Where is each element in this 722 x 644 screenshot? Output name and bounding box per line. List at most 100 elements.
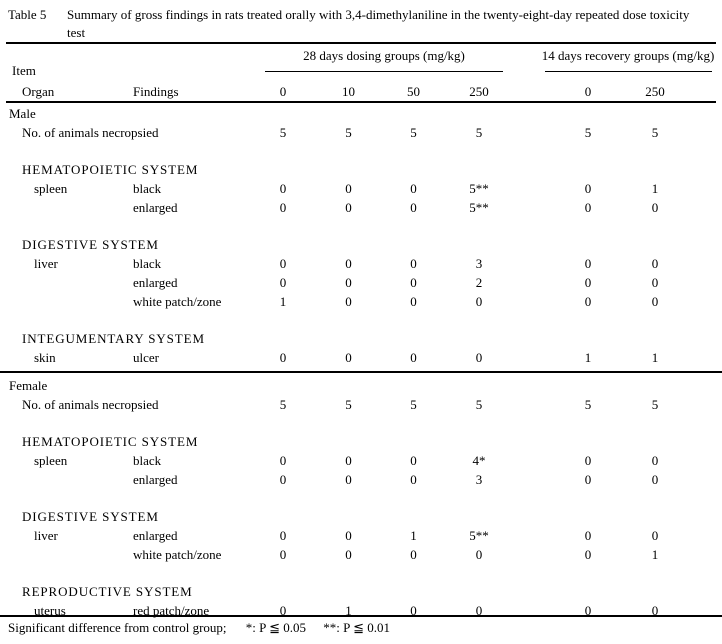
finding-name: enlarged: [133, 528, 178, 543]
sex-row: Female: [0, 376, 722, 395]
finding-name: black: [133, 453, 162, 468]
value-cell: 3: [475, 472, 483, 487]
organ-name: uterus: [34, 603, 66, 618]
organ-name: liver: [34, 256, 58, 271]
finding-row: uterus red patch/zone 0 1 0 0 0 0: [0, 601, 722, 620]
system-row: INTEGUMENTARY SYSTEM: [0, 329, 722, 348]
column-gap: [512, 470, 545, 489]
dose-header: 0: [279, 84, 287, 99]
value-cell: 0: [475, 547, 483, 562]
value-cell: 1: [345, 603, 352, 618]
column-gap: [512, 526, 545, 545]
system-name: HEMATOPOIETIC SYSTEM: [22, 434, 199, 449]
finding-row: liver black 0 0 0 3 0 0: [0, 254, 722, 273]
finding-row: spleen black 0 0 0 5** 0 1: [0, 179, 722, 198]
organ-name: skin: [34, 350, 56, 365]
value-cell: 5: [584, 397, 592, 412]
spacer-row: [0, 142, 722, 160]
value-cell: 0: [279, 603, 287, 618]
value-cell: 0: [584, 275, 592, 290]
spacer-row: [0, 414, 722, 432]
value-cell: 5: [410, 125, 417, 140]
dose-header: 250: [645, 84, 665, 99]
organ-column-header: Organ: [22, 84, 55, 99]
value-cell: 0: [345, 472, 352, 487]
system-row: DIGESTIVE SYSTEM: [0, 235, 722, 254]
top-rule: [6, 42, 716, 44]
finding-name: red patch/zone: [133, 603, 210, 618]
footnote-significance-p01: **: P ≦ 0.01: [323, 620, 391, 635]
value-cell: 0: [410, 200, 417, 215]
dosing-group-underline: [265, 71, 503, 72]
column-gap: [512, 82, 545, 101]
system-name: REPRODUCTIVE SYSTEM: [22, 584, 193, 599]
value-cell: 0: [345, 181, 352, 196]
finding-name: black: [133, 256, 162, 271]
value-cell: 0: [651, 200, 659, 215]
finding-row: enlarged 0 0 0 2 0 0: [0, 273, 722, 292]
value-cell: 0: [651, 294, 659, 309]
value-cell: 0: [651, 256, 659, 271]
value-cell: 0: [345, 528, 352, 543]
sex-row: Male: [0, 104, 722, 123]
organ-name: spleen: [34, 453, 68, 468]
finding-name: enlarged: [133, 472, 178, 487]
dosing-group-header: 28 days dosing groups (mg/kg): [303, 48, 465, 63]
value-cell: 0: [279, 547, 287, 562]
value-cell: 0: [279, 528, 287, 543]
value-cell: 0: [584, 603, 592, 618]
value-cell: 0: [345, 275, 352, 290]
column-gap: [512, 123, 545, 142]
finding-row: liver enlarged 0 0 1 5** 0 0: [0, 526, 722, 545]
value-cell: 0: [475, 603, 483, 618]
table-body: Male No. of animals necropsied 5 5 5 5 5 5 HEMAT…: [0, 104, 722, 620]
value-cell: 0: [279, 256, 287, 271]
finding-name: ulcer: [133, 350, 159, 365]
value-cell: 0: [584, 547, 592, 562]
value-cell: 5**: [469, 200, 489, 215]
organ-name: spleen: [34, 181, 68, 196]
table-caption-number: Table 5: [8, 7, 47, 22]
item-header-label: Item: [12, 63, 36, 78]
value-cell: 0: [410, 181, 417, 196]
value-cell: 1: [279, 294, 287, 309]
count-label: No. of animals necropsied: [22, 397, 159, 412]
value-cell: 0: [410, 294, 417, 309]
spacer-row: [0, 489, 722, 507]
value-cell: 0: [345, 453, 352, 468]
value-cell: 0: [279, 453, 287, 468]
value-cell: 0: [584, 528, 592, 543]
value-cell: 5: [345, 125, 352, 140]
value-cell: 1: [410, 528, 417, 543]
system-name: INTEGUMENTARY SYSTEM: [22, 331, 205, 346]
value-cell: 0: [475, 350, 483, 365]
header-rule: [6, 101, 716, 103]
value-cell: 5: [475, 125, 483, 140]
finding-name: black: [133, 181, 162, 196]
footnote: Significant difference from control grou…: [0, 615, 722, 636]
value-cell: 5: [410, 397, 417, 412]
value-cell: 0: [410, 472, 417, 487]
value-cell: 0: [345, 547, 352, 562]
value-cell: 5: [651, 397, 659, 412]
organ-name: [0, 545, 133, 564]
organ-name: [0, 273, 133, 292]
finding-row: skin ulcer 0 0 0 0 1 1: [0, 348, 722, 367]
value-cell: 0: [410, 275, 417, 290]
value-cell: 5: [345, 397, 352, 412]
value-cell: 2: [475, 275, 483, 290]
value-cell: 5: [279, 125, 287, 140]
value-cell: 4*: [472, 453, 486, 468]
spacer-row: [0, 564, 722, 582]
dose-header: 250: [469, 84, 489, 99]
value-cell: 0: [410, 256, 417, 271]
value-cell: 0: [475, 294, 483, 309]
value-cell: 0: [345, 256, 352, 271]
spacer-row: [0, 311, 722, 329]
value-cell: 5**: [469, 181, 489, 196]
value-cell: 0: [279, 350, 287, 365]
finding-row: enlarged 0 0 0 5** 0 0: [0, 198, 722, 217]
organ-name: [0, 198, 133, 217]
sex-label: Male: [9, 106, 36, 121]
column-gap: [512, 395, 545, 414]
